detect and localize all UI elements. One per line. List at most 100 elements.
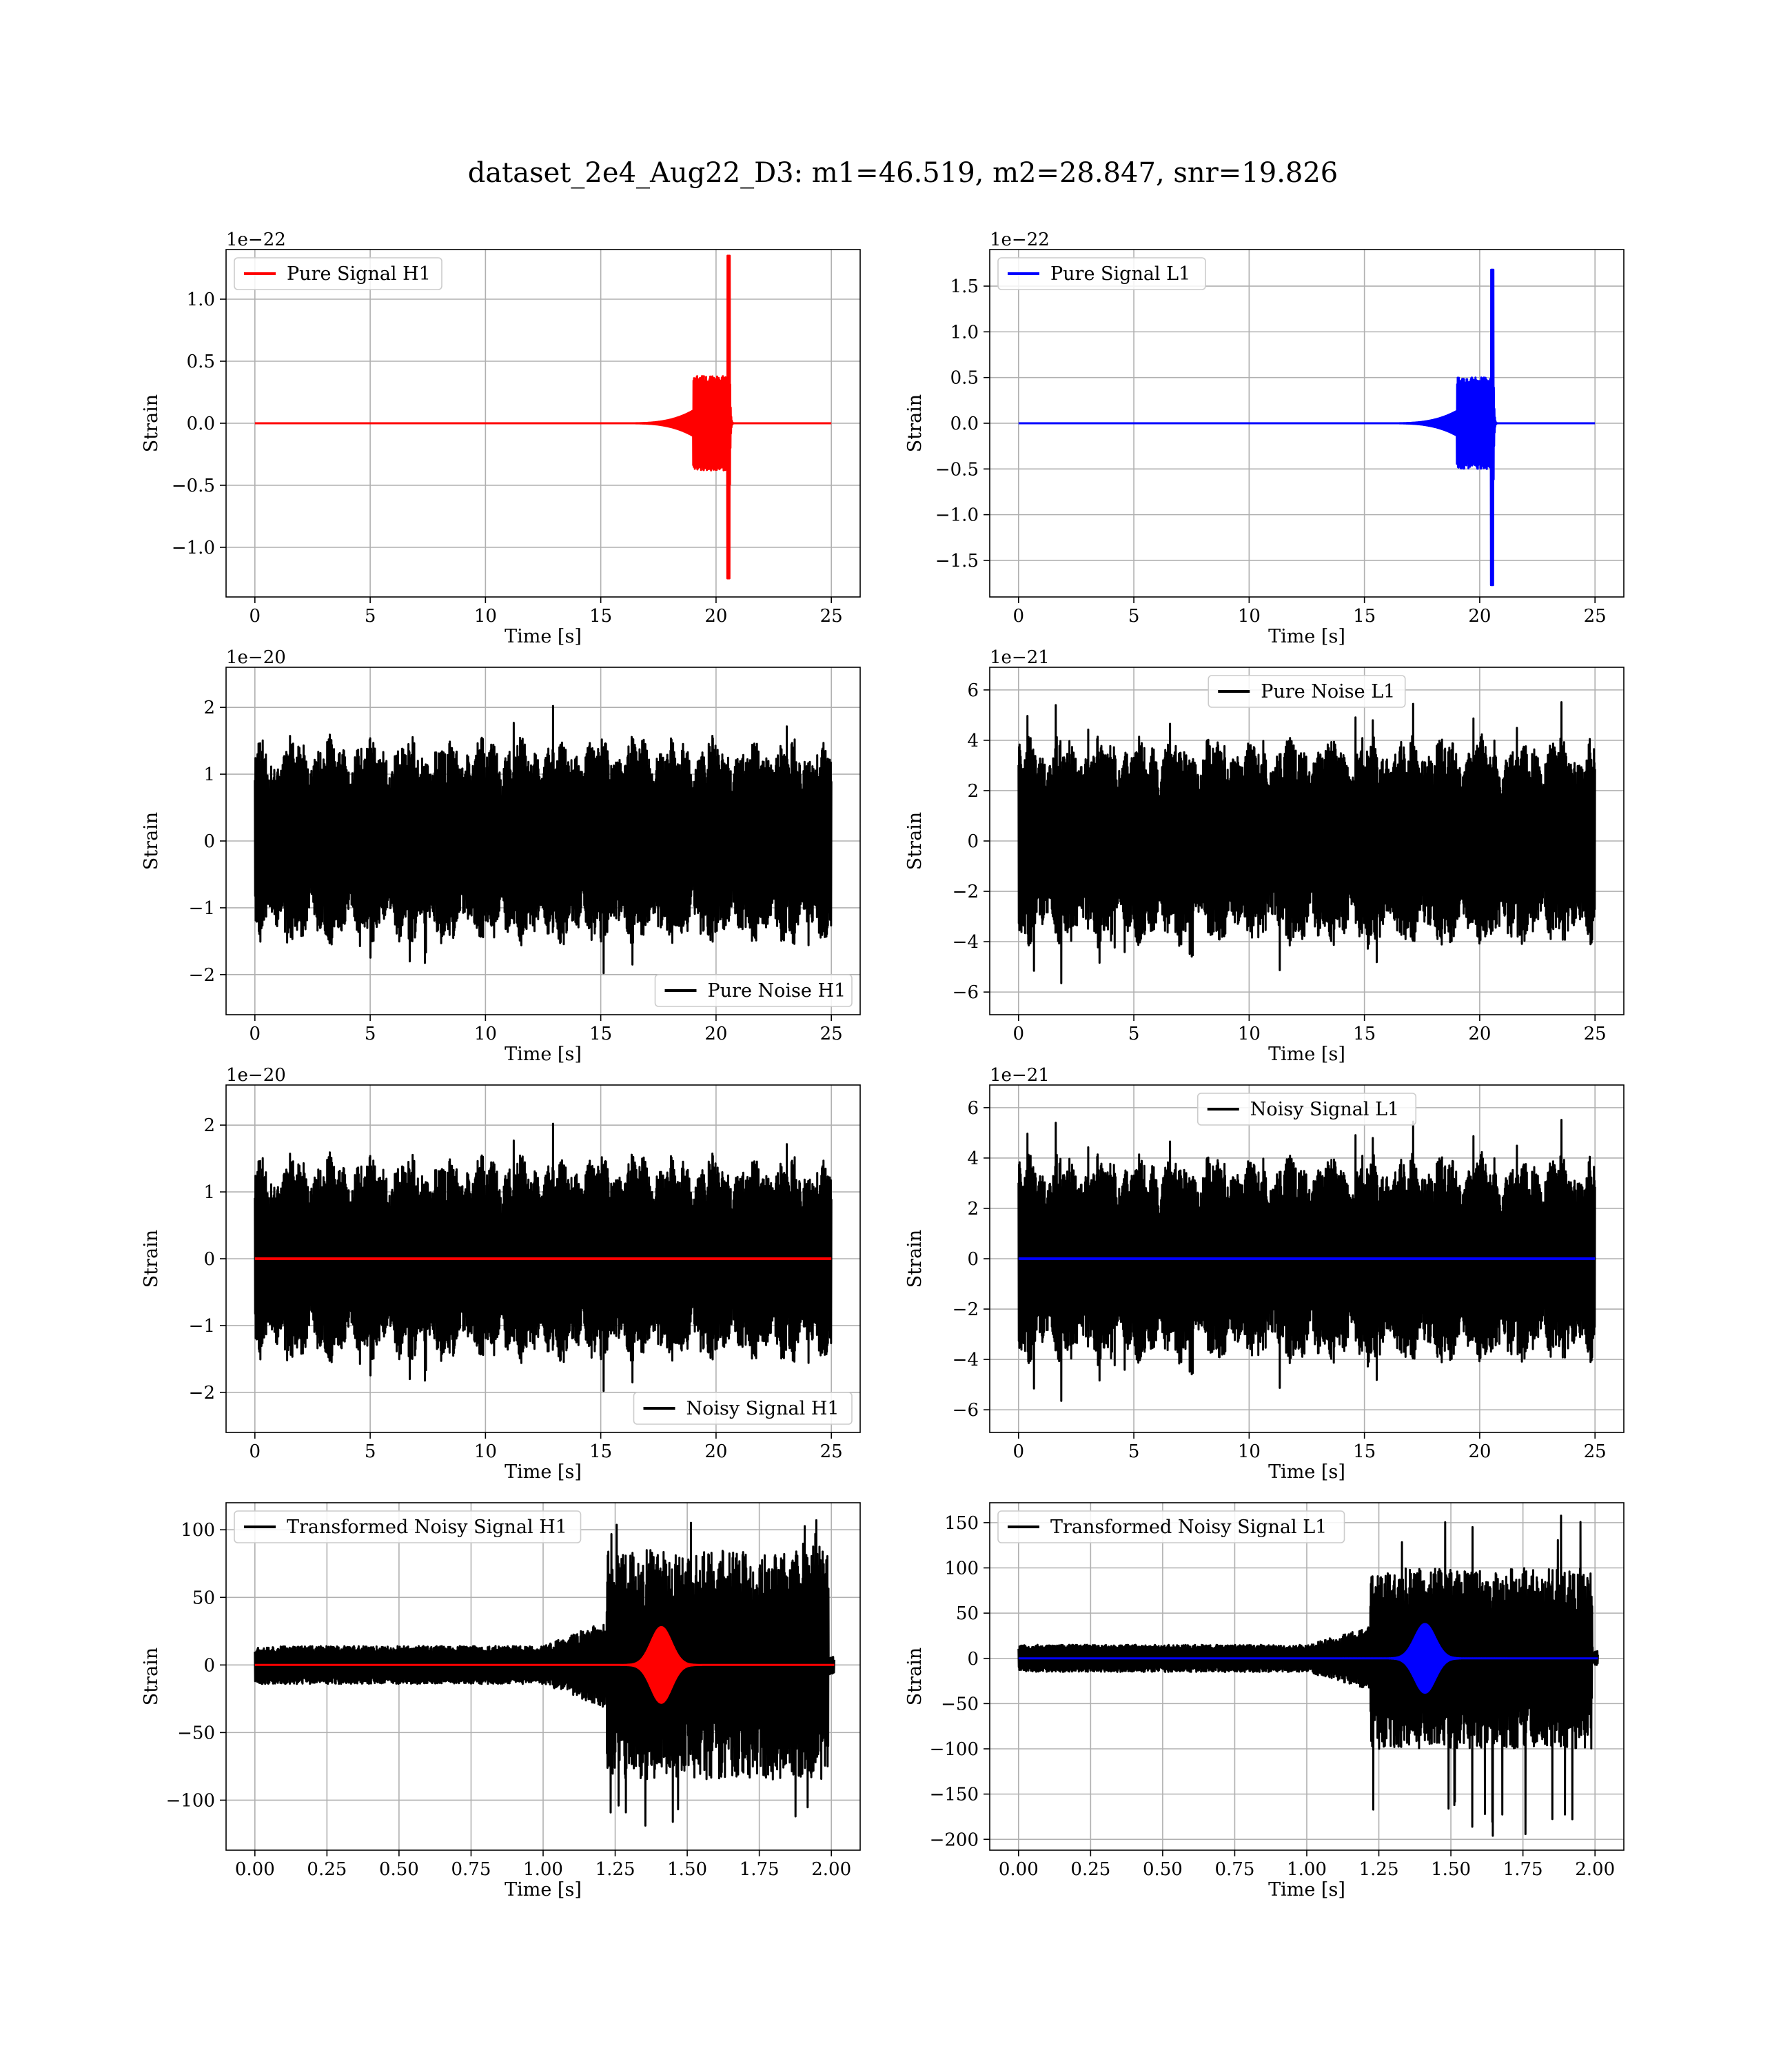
x-tick-label: 0	[1013, 1441, 1025, 1462]
legend: Noisy Signal H1	[633, 1392, 853, 1425]
x-tick-label: 0.75	[451, 1859, 491, 1880]
x-tick-label: 5	[1128, 1441, 1140, 1462]
y-tick-label: 1.5	[950, 276, 979, 297]
x-tick-label: 20	[704, 1441, 727, 1462]
x-tick-label: 15	[589, 1024, 612, 1044]
x-tick-label: 20	[1468, 1441, 1491, 1462]
y-axis-label: Strain	[904, 1230, 926, 1288]
y-tick-label: 0	[967, 1249, 979, 1270]
x-tick-label: 25	[820, 1441, 843, 1462]
y-tick-label: −6	[953, 1400, 979, 1421]
y-tick-label: −2	[953, 882, 979, 902]
y-axis-label: Strain	[141, 1648, 162, 1705]
figure-title: dataset_2e4_Aug22_D3: m1=46.519, m2=28.8…	[467, 157, 1338, 189]
y-tick-label: 0.5	[950, 368, 979, 389]
x-tick-label: 2.00	[1575, 1859, 1615, 1880]
legend-box	[997, 1510, 1345, 1543]
x-tick-label: 0	[1013, 1024, 1025, 1044]
x-tick-label: 5	[365, 1441, 376, 1462]
x-axis-label: Time [s]	[505, 1044, 582, 1065]
x-axis-label: Time [s]	[1268, 1461, 1345, 1483]
legend-label: Pure Signal H1	[287, 263, 431, 285]
y-tick-label: 100	[944, 1559, 979, 1579]
y-tick-label: 1	[203, 764, 215, 785]
y-tick-label: 100	[181, 1520, 215, 1541]
x-tick-label: 10	[474, 1441, 497, 1462]
y-axis-label: Strain	[141, 812, 162, 870]
chart-panel-1: 0 5 10 15 20 25 −1.0 −0.5 0.0 0.5 1.0 Time [s] Strai…	[141, 230, 861, 647]
y-tick-label: 0.0	[187, 414, 215, 434]
y-tick-label: −200	[930, 1829, 979, 1850]
chart-panel-8: 0.00 0.25 0.50 0.75 1.00 1.25 1.50 1.75 2.00 −200…	[904, 1502, 1625, 1900]
axis-offset-label: 1e−21	[990, 1065, 1050, 1086]
y-tick-label: −1.5	[935, 551, 979, 571]
y-tick-label: −2	[189, 965, 215, 986]
y-tick-label: 0	[203, 1249, 215, 1270]
legend: Pure Noise H1	[654, 974, 853, 1007]
chart-panel-2: 0 5 10 15 20 25 −1.5 −1.0 −0.5 0.0 0.5 1.0 1.5 Time […	[904, 230, 1625, 647]
chart-panel-6: 0 5 10 15 20 25 −6 −4 −2 0 2 4 6 Time [s] Strain 1e−21 N…	[904, 1065, 1625, 1483]
y-tick-label: 2	[967, 1199, 979, 1219]
y-axis-label: Strain	[904, 1648, 926, 1705]
x-tick-label: 10	[474, 606, 497, 627]
y-tick-label: −0.5	[935, 459, 979, 480]
chart-panel-4: 0 5 10 15 20 25 −6 −4 −2 0 2 4 6 Time [s] Strain 1e−21 P…	[904, 647, 1625, 1065]
legend-label: Transformed Noisy Signal L1	[1050, 1517, 1327, 1538]
x-tick-label: 0.25	[307, 1859, 347, 1880]
legend-label: Pure Signal L1	[1050, 263, 1190, 285]
plot-area	[254, 1519, 835, 1827]
x-tick-label: 1.50	[667, 1859, 707, 1880]
x-tick-label: 0	[250, 1441, 261, 1462]
chart-panel-5: 0 5 10 15 20 25 −2 −1 0 1 2 Time [s] Strain 1e−20 Nois…	[141, 1065, 861, 1483]
x-tick-label: 1.25	[1359, 1859, 1399, 1880]
x-tick-label: 15	[589, 1441, 612, 1462]
axis-offset-label: 1e−21	[990, 647, 1050, 668]
y-tick-label: 2	[203, 1115, 215, 1136]
y-tick-label: 1.0	[187, 290, 215, 310]
x-tick-label: 5	[365, 1024, 376, 1044]
legend-box	[234, 257, 442, 290]
y-tick-label: 0	[203, 831, 215, 852]
legend: Transformed Noisy Signal H1	[234, 1510, 582, 1543]
y-tick-label: −2	[953, 1299, 979, 1320]
x-tick-label: 20	[704, 606, 727, 627]
y-tick-label: −50	[177, 1723, 215, 1743]
y-tick-label: 2	[203, 698, 215, 718]
legend-label: Pure Noise L1	[1261, 681, 1395, 702]
y-tick-label: 4	[967, 1148, 979, 1169]
x-axis-label: Time [s]	[1268, 626, 1345, 647]
x-axis-label: Time [s]	[1268, 1044, 1345, 1065]
legend: Noisy Signal L1	[1197, 1093, 1417, 1126]
series-line-1	[254, 704, 833, 975]
legend-box	[1208, 675, 1406, 708]
x-axis-label: Time [s]	[505, 1461, 582, 1483]
x-tick-label: 15	[1353, 606, 1376, 627]
x-axis-label: Time [s]	[1268, 1879, 1345, 1900]
x-tick-label: 1.75	[1503, 1859, 1543, 1880]
series-line-1	[254, 1519, 835, 1827]
x-tick-label: 10	[474, 1024, 497, 1044]
axis-offset-label: 1e−22	[990, 230, 1050, 250]
y-tick-label: −100	[166, 1790, 215, 1811]
plot-area	[1017, 1119, 1596, 1402]
x-axis-label: Time [s]	[505, 1879, 582, 1900]
legend-label: Pure Noise H1	[708, 980, 846, 1002]
y-tick-label: 1	[203, 1182, 215, 1203]
x-tick-label: 2.00	[811, 1859, 851, 1880]
y-tick-label: 4	[967, 731, 979, 751]
x-tick-label: 0	[1013, 606, 1025, 627]
x-tick-label: 20	[704, 1024, 727, 1044]
x-tick-label: 25	[1584, 606, 1607, 627]
y-tick-label: 0	[967, 1649, 979, 1670]
plot-area	[1017, 701, 1596, 984]
series-line-1	[1017, 701, 1596, 984]
x-tick-label: 25	[1584, 1024, 1607, 1044]
axis-offset-label: 1e−20	[226, 1065, 286, 1086]
plot-area	[254, 1122, 833, 1392]
x-tick-label: 10	[1238, 1024, 1261, 1044]
x-tick-label: 1.00	[523, 1859, 563, 1880]
y-tick-label: 50	[956, 1603, 979, 1624]
y-tick-label: 1.0	[950, 322, 979, 343]
y-tick-label: −4	[953, 932, 979, 953]
x-tick-label: 15	[589, 606, 612, 627]
